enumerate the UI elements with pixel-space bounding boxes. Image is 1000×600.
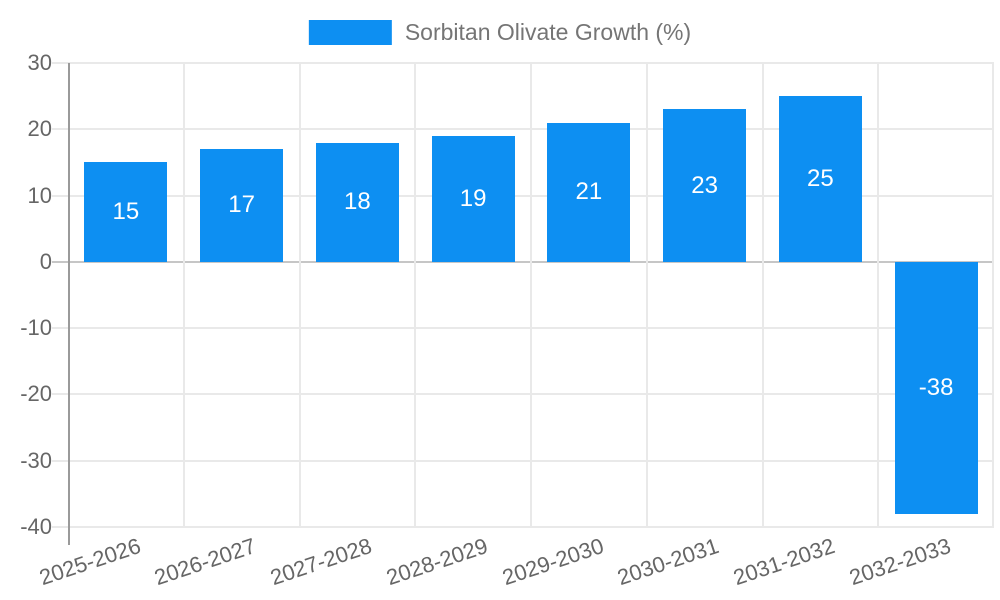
x-tick-label: 2025-2026 [35,533,144,591]
bar[interactable]: 21 [547,122,631,262]
gridline-v [645,63,648,527]
bar[interactable]: 18 [315,142,399,262]
bar-value-label: 21 [575,178,603,206]
legend-item[interactable]: Sorbitan Olivate Growth (%) [308,19,692,46]
gridline-h [52,459,994,462]
y-tick-label: 0 [39,248,52,274]
y-tick-label: 20 [27,116,52,142]
gridline-h [52,393,994,396]
y-tick-label: -20 [20,381,52,407]
bar[interactable]: 17 [200,149,284,262]
y-tick-label: 30 [27,50,52,75]
gridline-v [877,63,880,527]
gridline-v [414,63,417,527]
bar[interactable]: 23 [663,109,747,262]
bar-value-label: -38 [918,373,954,401]
y-tick-label: -40 [20,514,52,539]
bar[interactable]: -38 [894,261,978,514]
gridline-v [530,63,532,527]
y-tick-label: -30 [20,447,52,473]
bar-value-label: 18 [344,188,371,216]
legend-swatch [308,20,392,45]
gridline-h [52,194,994,197]
x-tick-label: 2032-2033 [846,533,954,591]
y-tick-label: 10 [27,182,52,208]
bar-value-label: 19 [459,184,487,212]
gridline-v [761,63,764,527]
legend-label: Sorbitan Olivate Growth (%) [404,19,692,45]
gridline-v [298,63,301,527]
bar[interactable]: 25 [778,96,862,262]
bar-value-label: 15 [112,198,140,226]
gridline-v [182,63,185,527]
plot-area: 15 17 18 19 21 23 25 -38 [52,62,994,545]
x-tick-label: 2027-2028 [267,533,375,591]
x-tick-label: 2028-2029 [383,533,491,591]
x-tick-label: 2029-2030 [498,533,607,591]
zero-gridline [52,260,994,263]
x-tick-label: 2026-2027 [151,533,260,591]
gridline-v [992,63,994,527]
bar[interactable]: 15 [84,162,168,262]
bar-value-label: 25 [807,164,834,192]
y-tick-label: -10 [20,315,52,341]
bar-value-label: 17 [228,191,255,219]
bar-value-label: 23 [691,171,718,199]
gridline-h [52,128,994,131]
x-tick-label: 2031-2032 [730,533,838,591]
gridline-h [52,327,994,330]
gridline-h [52,526,994,528]
bar[interactable]: 19 [431,135,515,262]
x-tick-label: 2030-2031 [614,533,723,591]
gridline-h [52,62,994,64]
y-axis-line [68,63,70,545]
